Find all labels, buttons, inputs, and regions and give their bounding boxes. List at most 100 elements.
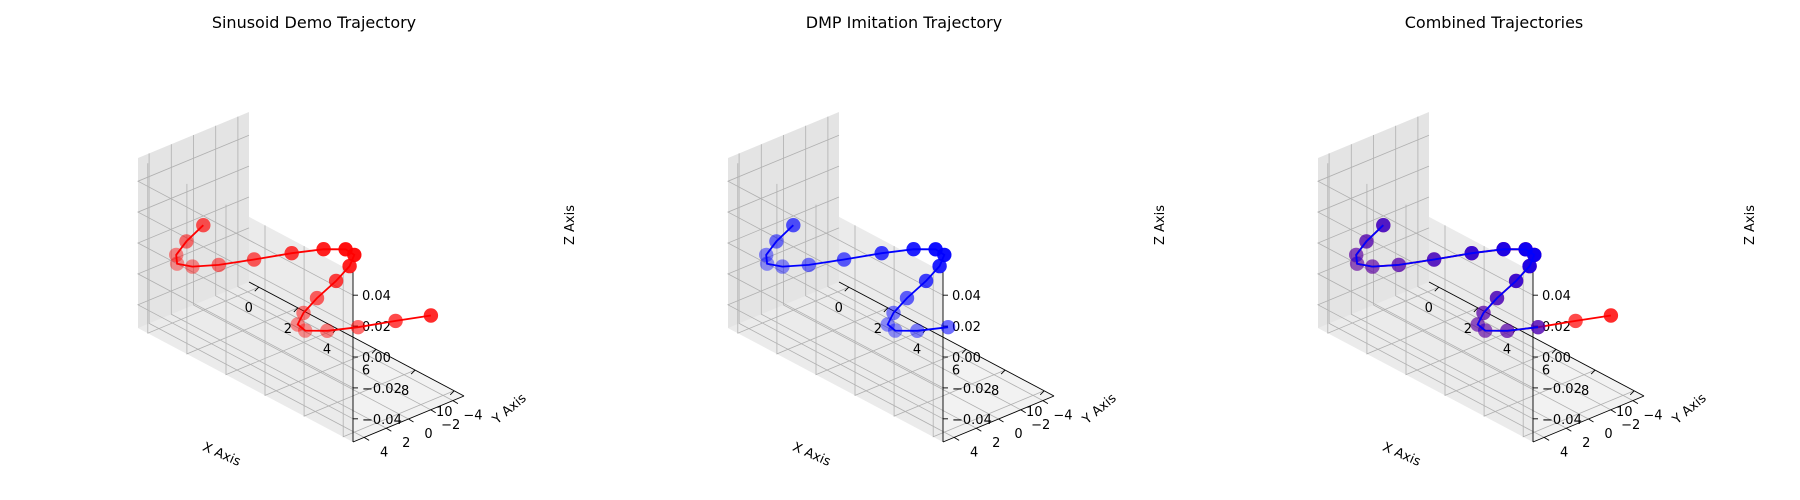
y-gridline xyxy=(1395,125,1611,411)
chart-title: DMP Imitation Trajectory xyxy=(806,13,1002,32)
y-tick-mark xyxy=(1543,437,1550,441)
x-tick-label: 0 xyxy=(1425,301,1433,316)
series-1-point xyxy=(801,257,816,273)
x-gridline xyxy=(1483,246,1596,417)
series-1-point xyxy=(169,256,185,271)
x-gridline xyxy=(303,246,416,417)
x-tick-label: 8 xyxy=(1581,384,1589,399)
x-axis-line xyxy=(1428,281,1645,397)
chart-title: Sinusoid Demo Trajectory xyxy=(212,13,416,32)
x-tick-mark xyxy=(844,286,850,292)
series-2-point xyxy=(1527,247,1542,263)
z-tick-label: −0.02 xyxy=(952,382,992,397)
series-2-point xyxy=(1530,320,1546,335)
x-gridline xyxy=(854,225,967,396)
series-1-point xyxy=(932,258,947,274)
x-tick-label: 10 xyxy=(436,405,453,420)
y-gridline xyxy=(805,125,1021,411)
series-1-point xyxy=(328,273,344,289)
series-1-point xyxy=(886,305,901,321)
x-axis-line xyxy=(838,281,1055,397)
y-tick-label: −4 xyxy=(463,409,482,424)
y-gridline xyxy=(1417,116,1634,401)
y-gridline xyxy=(738,153,955,438)
z-axis-label: Z Axis xyxy=(1153,205,1168,245)
z-gridline xyxy=(1317,165,1534,327)
series-1-point xyxy=(350,320,366,335)
z-gridline xyxy=(1317,258,1534,420)
z-tick-label: −0.04 xyxy=(1542,413,1582,428)
series-1-point xyxy=(246,252,262,267)
z-gridline xyxy=(727,134,944,296)
y-tick-mark xyxy=(1588,418,1594,423)
x-tick-mark xyxy=(449,390,455,396)
series-1-point xyxy=(769,234,784,249)
x-gridline xyxy=(264,225,377,396)
z-gridline xyxy=(1317,134,1534,296)
y-tick-mark xyxy=(430,409,436,414)
series-1-point xyxy=(888,323,903,338)
y-tick-mark xyxy=(386,427,392,432)
y-tick-label: −2 xyxy=(441,418,460,433)
series-1-point xyxy=(284,246,299,261)
y-gridline xyxy=(827,116,1044,401)
y-tick-mark xyxy=(1610,409,1616,414)
x-tick-mark xyxy=(1590,369,1596,375)
series-2-point xyxy=(1349,247,1364,263)
y-tick-mark xyxy=(976,427,982,432)
z-gridline xyxy=(727,258,944,420)
x-tick-label: 0 xyxy=(245,301,253,316)
series-2-point xyxy=(1426,252,1442,267)
z-axis-label: Z Axis xyxy=(1743,205,1758,245)
series-2-point xyxy=(1470,317,1485,332)
series-2-point xyxy=(1508,273,1524,289)
series-1-point xyxy=(759,256,775,271)
x-tick-label: 8 xyxy=(991,384,999,399)
series-2-point xyxy=(1489,290,1505,306)
x-tick-label: 8 xyxy=(401,384,409,399)
series-1-point xyxy=(290,317,305,332)
series-2-point xyxy=(1391,257,1407,273)
series-1-point xyxy=(320,323,335,338)
z-gridline xyxy=(727,165,944,327)
x-gridline xyxy=(815,204,928,376)
series-2-point xyxy=(1476,305,1491,321)
x-tick-mark xyxy=(1629,390,1635,396)
y-tick-label: 2 xyxy=(402,436,410,451)
z-tick-label: 0.00 xyxy=(1542,351,1571,366)
y-axis-label: Y Axis xyxy=(1669,391,1709,428)
series-2-point xyxy=(1359,234,1374,249)
series-2-point xyxy=(1365,259,1380,274)
x-axis-line xyxy=(248,281,465,397)
x-tick-mark xyxy=(410,369,416,375)
x-gridline xyxy=(1327,163,1439,334)
y-tick-label: 0 xyxy=(1014,427,1022,442)
z-tick-label: 0.00 xyxy=(952,351,981,366)
y-tick-mark xyxy=(452,400,459,404)
y-tick-mark xyxy=(1632,400,1639,404)
z-tick-label: −0.02 xyxy=(1542,382,1582,397)
series-2-point xyxy=(1496,242,1511,257)
series-1-point xyxy=(880,317,895,332)
series-1-point xyxy=(169,247,184,263)
y-gridline xyxy=(193,135,409,420)
x-gridline xyxy=(1444,225,1557,396)
z-tick-label: 0.00 xyxy=(362,351,391,366)
x-gridline xyxy=(932,266,1045,438)
series-1-point xyxy=(1568,313,1583,329)
x-gridline xyxy=(1522,266,1635,438)
series-1-point xyxy=(786,218,801,233)
series-1-point xyxy=(185,259,200,274)
series-1-point xyxy=(918,273,934,289)
series-1-point xyxy=(937,247,952,263)
z-tick-label: 0.02 xyxy=(1542,320,1571,335)
series-1-point xyxy=(940,320,956,335)
x-axis-label: X Axis xyxy=(200,440,243,470)
x-tick-mark xyxy=(961,349,967,354)
y-gridline xyxy=(148,153,365,438)
z-gridline xyxy=(727,227,944,389)
x-tick-label: 2 xyxy=(1464,322,1472,337)
x-gridline xyxy=(737,163,849,334)
